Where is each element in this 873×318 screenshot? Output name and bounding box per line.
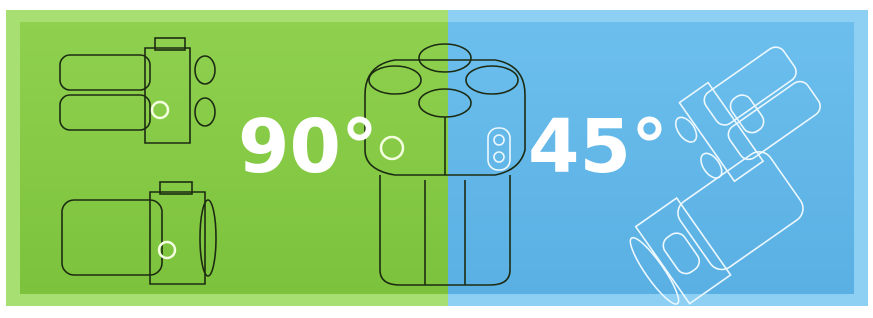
banner: 90° 45°	[0, 0, 873, 314]
angle-label-right: 45°	[528, 104, 668, 190]
angle-label-left: 90°	[238, 104, 378, 190]
